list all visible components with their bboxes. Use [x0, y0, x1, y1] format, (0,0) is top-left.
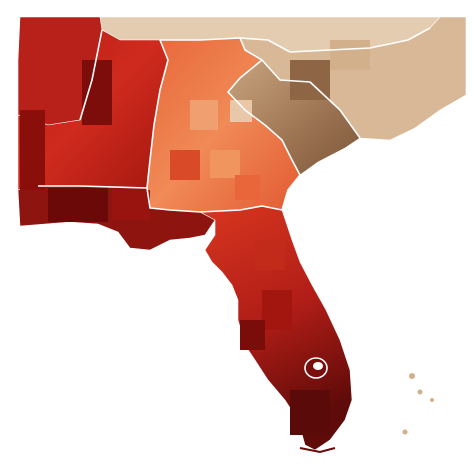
county-patch — [112, 190, 150, 220]
county-patch — [290, 390, 330, 435]
border-sc-nc — [261, 59, 361, 139]
county-patch — [230, 100, 252, 122]
island — [430, 398, 434, 402]
county-patch — [20, 110, 45, 190]
county-patch — [170, 150, 200, 180]
county-patch — [82, 60, 112, 125]
state-borders — [38, 27, 431, 213]
county-patch — [235, 175, 260, 200]
island — [409, 373, 415, 379]
county-patch — [210, 150, 240, 178]
border-ms-al — [79, 29, 103, 121]
county-patch — [190, 100, 218, 130]
border-south-carolina — [239, 27, 431, 53]
island — [402, 429, 408, 435]
county-patch — [48, 188, 108, 222]
border-alabama-florida — [38, 185, 148, 189]
county-patches — [20, 40, 370, 435]
lake-okeechobee-inner — [313, 362, 323, 370]
county-patch — [290, 60, 330, 100]
county-patch — [255, 240, 285, 270]
county-patch — [262, 290, 292, 330]
florida-keys — [299, 373, 434, 454]
county-patch — [240, 320, 265, 350]
keys-chain — [299, 447, 336, 454]
island — [417, 389, 423, 395]
county-patch — [330, 40, 370, 70]
